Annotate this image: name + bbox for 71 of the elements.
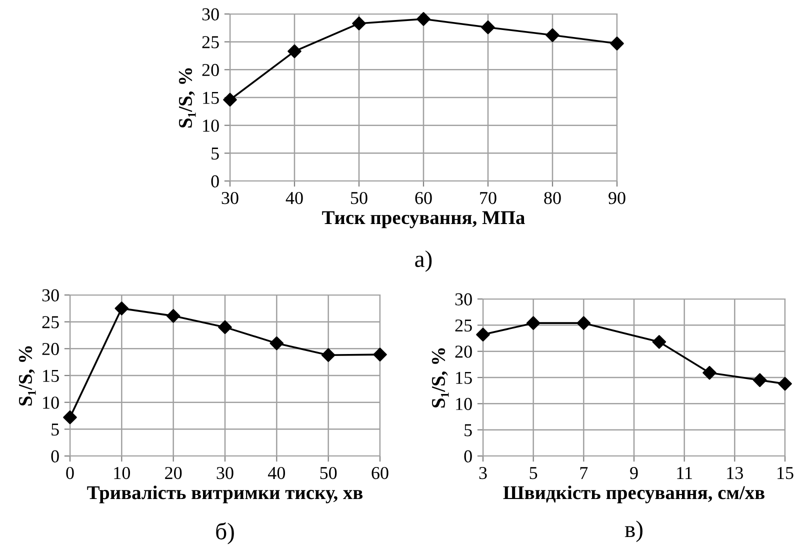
point: [481, 20, 495, 34]
point: [166, 309, 180, 323]
y-tick-label: 10: [456, 398, 472, 410]
y-tick-label: 10: [43, 396, 59, 409]
point: [373, 348, 387, 362]
y-tick-label: 0: [51, 450, 59, 462]
x-tick-label: 40: [286, 192, 303, 204]
y-tick-label: 30: [202, 8, 219, 20]
x-tick-label: 80: [544, 192, 561, 204]
y-tick-label: 20: [42, 342, 59, 356]
x-tick-label: 15: [778, 467, 794, 480]
x-tick-label: 7: [580, 467, 588, 479]
x-tick-label: 13: [727, 466, 743, 480]
y-tick-label: 25: [42, 316, 59, 328]
x-axis-title: Тривалість витримки тиску, хв: [87, 486, 363, 504]
point: [352, 16, 366, 30]
y-tick-label: 5: [464, 424, 472, 436]
y-tick-label: 0: [464, 450, 472, 462]
x-tick-label: 5: [530, 467, 538, 480]
x-tick-label: 50: [320, 466, 337, 480]
y-tick-label: 10: [203, 120, 219, 132]
text: а): [415, 250, 432, 272]
y-axis-title: S₁/S, %: [18, 346, 36, 406]
point: [218, 320, 232, 334]
y-tick-label: 15: [43, 370, 59, 382]
y-tick-label: 15: [203, 92, 219, 104]
point: [223, 92, 237, 107]
point: [288, 44, 302, 58]
y-tick-label: 5: [212, 148, 219, 160]
y-tick-label: 0: [211, 175, 219, 188]
y-tick-label: 25: [202, 36, 219, 48]
point: [546, 28, 560, 42]
x-tick-label: 10: [114, 466, 130, 480]
x-tick-label: 30: [222, 192, 238, 204]
x-tick-label: 9: [630, 466, 638, 480]
point: [476, 328, 490, 342]
point: [114, 302, 129, 316]
point: [321, 348, 336, 362]
y-tick-label: 30: [455, 293, 472, 306]
point: [702, 366, 716, 380]
y-tick-label: 5: [52, 424, 59, 436]
x-tick-label: 60: [372, 466, 388, 480]
x-tick-label: 60: [415, 192, 432, 204]
point: [416, 12, 430, 26]
x-tick-label: 20: [165, 466, 182, 480]
x-tick-label: 0: [66, 466, 74, 480]
point: [652, 335, 666, 349]
x-axis-title: Швидкість пресування, см/хв: [503, 486, 764, 504]
x-tick-label: 3: [479, 466, 487, 480]
y-axis-title: S₁/S, %: [432, 348, 449, 408]
y-tick-label: 25: [455, 319, 472, 332]
text: в): [624, 520, 642, 542]
y-tick-label: 20: [202, 64, 219, 76]
x-axis-title: Тиск пресування, МПа: [322, 211, 525, 228]
y-tick-label: 15: [456, 372, 472, 384]
text: б): [216, 522, 234, 544]
x-tick-label: 11: [677, 467, 692, 479]
x-tick-label: 50: [351, 192, 368, 204]
x-tick-label: 40: [268, 466, 286, 480]
point: [270, 336, 284, 350]
y-axis-title: S₁/S, %: [178, 68, 196, 128]
point: [778, 376, 792, 391]
point: [63, 410, 77, 424]
point: [576, 316, 591, 330]
y-tick-label: 30: [42, 289, 59, 302]
x-tick-label: 70: [480, 192, 496, 204]
point: [752, 373, 767, 388]
x-tick-label: 90: [608, 192, 626, 204]
point: [526, 316, 540, 330]
y-tick-label: 20: [455, 346, 472, 358]
point: [610, 36, 624, 50]
